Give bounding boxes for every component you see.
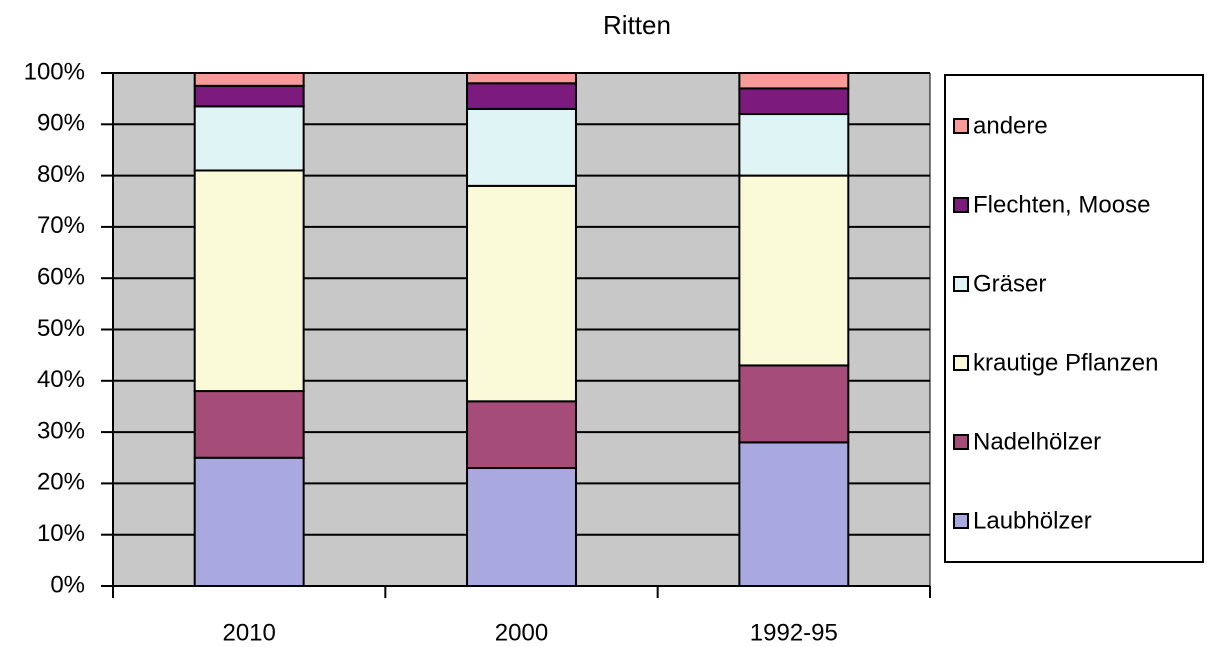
y-tick-label: 30% — [37, 417, 85, 444]
legend-swatch — [953, 513, 969, 529]
bar-segment — [738, 174, 850, 367]
y-tick-label: 100% — [24, 58, 85, 85]
y-tick-label: 40% — [37, 366, 85, 393]
bar-segment — [193, 72, 305, 87]
bar-segment — [193, 390, 305, 459]
legend-swatch — [953, 276, 969, 292]
y-tick-label: 60% — [37, 264, 85, 291]
legend-swatch — [953, 434, 969, 450]
bar-segment — [466, 82, 577, 110]
y-tick-label: 90% — [37, 110, 85, 137]
bar-segment — [193, 456, 305, 587]
legend-swatch — [953, 118, 969, 134]
y-tick-label: 10% — [37, 520, 85, 547]
bar-segment — [193, 84, 305, 108]
chart-title: Ritten — [603, 10, 671, 40]
y-tick-label: 20% — [37, 469, 85, 496]
legend-label: Flechten, Moose — [973, 191, 1150, 218]
bar-segment — [466, 467, 577, 588]
legend-label: andere — [973, 112, 1048, 139]
x-tick-label: 1992-95 — [750, 619, 838, 646]
bar-segment — [738, 441, 850, 587]
y-tick-label: 70% — [37, 212, 85, 239]
bar-segment — [738, 87, 850, 116]
bar-segment — [466, 107, 577, 187]
legend-swatch — [953, 355, 969, 371]
bar-segment — [738, 113, 850, 177]
bar-segment — [466, 72, 577, 85]
legend-box — [944, 74, 1204, 563]
legend-label: krautige Pflanzen — [973, 349, 1158, 376]
legend-label: Nadelhölzer — [973, 428, 1101, 455]
y-tick-label: 50% — [37, 315, 85, 342]
x-tick-label: 2000 — [495, 619, 548, 646]
legend-swatch — [953, 197, 969, 213]
bar-segment — [193, 105, 305, 172]
legend-label: Gräser — [973, 270, 1046, 297]
y-tick-label: 0% — [50, 571, 85, 598]
x-tick-label: 2010 — [222, 619, 275, 646]
bar-segment — [193, 169, 305, 393]
legend-label: Laubhölzer — [973, 507, 1092, 534]
bar-segment — [466, 184, 577, 403]
y-tick-label: 80% — [37, 161, 85, 188]
bar-segment — [738, 72, 850, 90]
bar-segment — [466, 400, 577, 470]
bar-segment — [738, 364, 850, 444]
